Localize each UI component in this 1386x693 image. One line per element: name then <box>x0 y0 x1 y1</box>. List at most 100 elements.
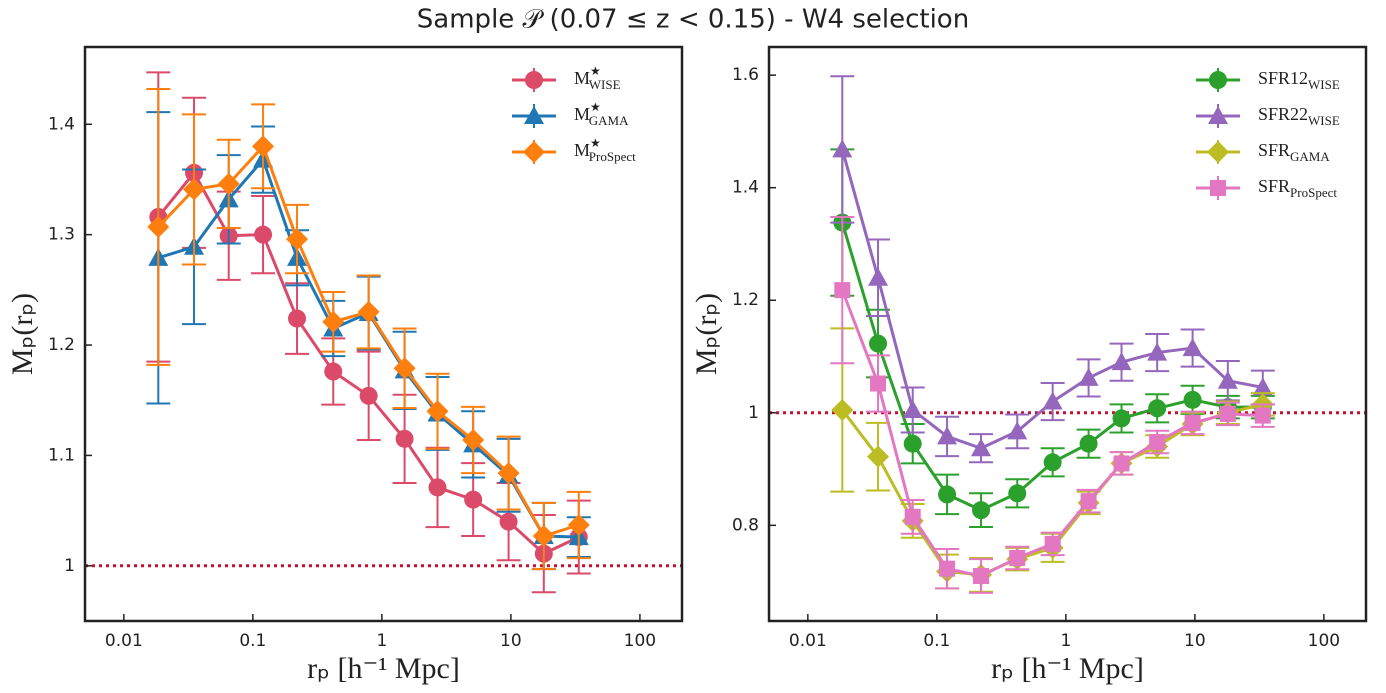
marker <box>831 398 854 421</box>
legend-label: SFR22WISE <box>1258 104 1340 128</box>
marker <box>972 501 991 520</box>
marker <box>1042 391 1063 410</box>
marker <box>523 141 545 163</box>
marker <box>1207 141 1229 163</box>
marker <box>834 282 851 299</box>
legend-name: SFR22 <box>1258 104 1308 124</box>
series <box>146 87 591 571</box>
marker <box>1209 71 1227 89</box>
marker <box>1113 455 1130 472</box>
marker <box>1217 370 1238 389</box>
marker <box>1111 352 1132 371</box>
y-axis-label: Mₚ(rₚ) <box>690 293 723 375</box>
legend-label: M★ WISE <box>574 64 621 92</box>
series <box>830 215 1275 594</box>
x-tick-label: 0.01 <box>789 631 827 651</box>
legend-superscript: ★ <box>590 100 601 114</box>
marker <box>832 139 853 158</box>
marker <box>1008 484 1027 503</box>
legend-name: SFR <box>1258 176 1290 196</box>
marker <box>426 400 449 423</box>
marker <box>1009 549 1026 566</box>
legend-superscript: ★ <box>590 136 601 150</box>
legend-subscript: ProSpect <box>1290 185 1337 200</box>
marker <box>939 560 956 577</box>
marker <box>252 135 275 158</box>
x-axis-label: rₚ [h⁻¹ Mpc] <box>307 652 460 685</box>
legend-name: SFR <box>1258 140 1290 160</box>
legend-superscript: ★ <box>590 64 601 78</box>
marker <box>324 362 343 381</box>
marker <box>1112 409 1131 428</box>
y-tick-label: 1.3 <box>48 225 75 245</box>
plot-frame <box>767 45 1368 623</box>
marker <box>1147 342 1168 361</box>
marker <box>428 478 447 497</box>
marker <box>867 445 890 468</box>
marker <box>1078 367 1099 386</box>
y-tick-label: 0.8 <box>732 515 759 535</box>
legend-label: SFRProSpect <box>1258 176 1337 200</box>
legend-subscript: WISE <box>589 77 621 92</box>
legend-name: M <box>574 140 590 160</box>
x-tick-label: 1 <box>376 631 387 651</box>
legend-name: M <box>574 104 590 124</box>
x-axis-label: rₚ [h⁻¹ Mpc] <box>991 652 1144 685</box>
marker <box>1079 434 1098 453</box>
y-tick-label: 1.4 <box>732 178 759 198</box>
marker <box>1044 535 1061 552</box>
series <box>830 148 1275 529</box>
marker <box>869 334 888 353</box>
marker <box>322 310 345 333</box>
marker <box>254 225 273 244</box>
x-tick-label: 1 <box>1060 631 1071 651</box>
marker <box>359 386 378 405</box>
legend-subscript: WISE <box>1308 113 1340 128</box>
marker <box>1043 453 1062 472</box>
marker <box>1080 493 1097 510</box>
x-tick-label: 100 <box>1308 631 1340 651</box>
y-tick-label: 1.2 <box>732 290 759 310</box>
marker <box>904 508 921 525</box>
marker <box>357 300 380 323</box>
legend-label: SFRGAMA <box>1258 140 1330 164</box>
marker <box>524 106 544 124</box>
x-tick-label: 0.1 <box>239 631 266 651</box>
x-tick-label: 10 <box>500 631 522 651</box>
marker <box>532 525 555 548</box>
marker <box>937 426 958 445</box>
marker <box>497 462 520 485</box>
marker <box>1210 180 1226 196</box>
x-tick-label: 10 <box>1184 631 1206 651</box>
x-tick-label: 100 <box>624 631 656 651</box>
marker <box>902 399 923 418</box>
marker <box>870 375 887 392</box>
y-axis-label: Mₚ(rₚ) <box>6 293 39 375</box>
x-tick-label: 0.01 <box>105 631 143 651</box>
x-tick-label: 0.1 <box>923 631 950 651</box>
marker <box>393 357 416 380</box>
marker <box>462 428 485 451</box>
marker <box>217 172 240 195</box>
marker <box>288 309 307 328</box>
marker <box>1182 338 1203 357</box>
y-tick-label: 1 <box>64 556 75 576</box>
y-tick-label: 1 <box>748 403 759 423</box>
y-tick-label: 1.2 <box>48 335 75 355</box>
y-tick-label: 1.1 <box>48 445 75 465</box>
legend-subscript: WISE <box>1308 77 1340 92</box>
marker <box>147 215 170 238</box>
legend-subscript: GAMA <box>1290 149 1330 164</box>
marker <box>183 178 206 201</box>
marker <box>1208 106 1228 124</box>
marker <box>903 434 922 453</box>
y-tick-label: 1.6 <box>732 65 759 85</box>
marker <box>395 429 414 448</box>
marker <box>567 513 590 536</box>
marker <box>868 267 889 286</box>
legend-label: M★ ProSpect <box>574 136 636 164</box>
marker <box>1219 405 1236 422</box>
y-tick-label: 1.4 <box>48 114 75 134</box>
legend-label: M★ GAMA <box>574 100 629 128</box>
